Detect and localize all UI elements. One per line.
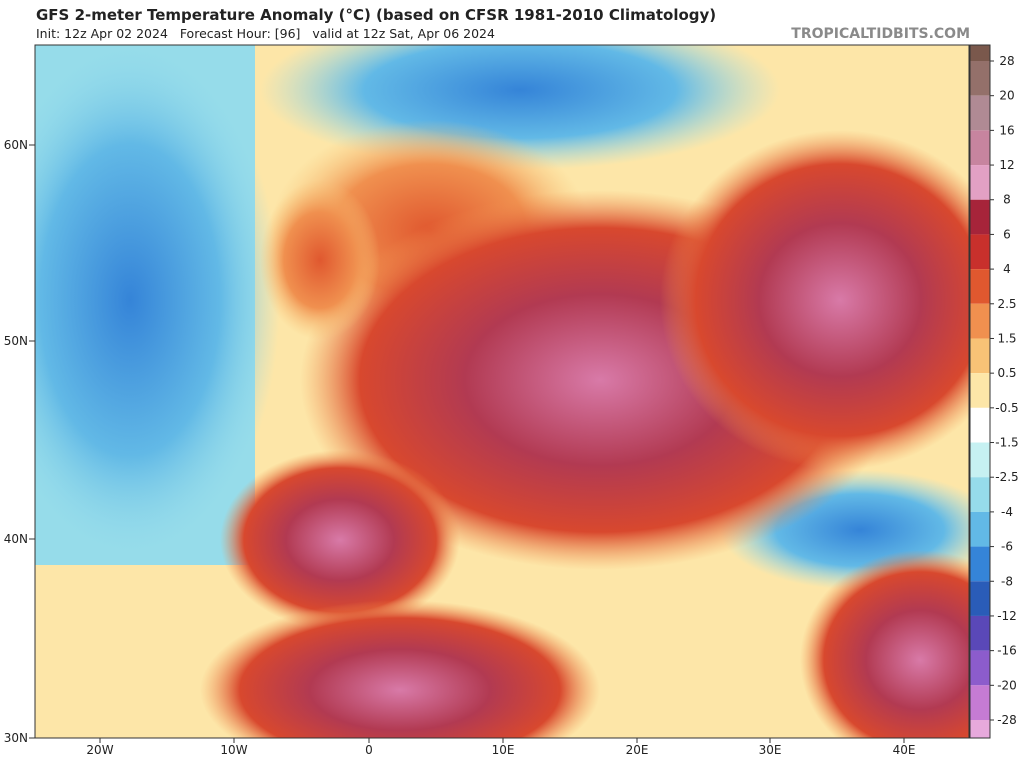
- colorbar-label: 28: [999, 54, 1014, 68]
- colorbar-swatch: [970, 95, 990, 131]
- colorbar-swatch: [970, 130, 990, 166]
- lon-label: 10W: [220, 743, 247, 757]
- colorbar-swatch: [970, 303, 990, 339]
- map-field: [35, 45, 969, 738]
- colorbar-label: -8: [1001, 574, 1013, 588]
- colorbar-swatch: [970, 45, 990, 61]
- colorbar-swatch: [970, 338, 990, 374]
- colorbar-label: -2.5: [995, 470, 1018, 484]
- lon-label: 20E: [626, 743, 649, 757]
- colorbar-label: 2.5: [997, 297, 1016, 311]
- colorbar: 28 20 16 12 8 6 4 2.5 1.5 0.5 -0.5 -1.5 -2.5 -4 -6 -8 -1…: [969, 44, 1019, 739]
- colorbar-swatch: [970, 720, 990, 738]
- colorbar-swatch: [970, 199, 990, 235]
- colorbar-swatch: [970, 442, 990, 478]
- lon-label: 20W: [86, 743, 113, 757]
- colorbar-label: 16: [999, 123, 1014, 137]
- colorbar-swatch: [970, 477, 990, 512]
- colorbar-swatch: [970, 407, 990, 443]
- lat-label: 60N: [4, 138, 28, 152]
- colorbar-label: 12: [999, 158, 1014, 172]
- north-africa-warm: [200, 600, 600, 738]
- credit: TROPICALTIDBITS.COM: [791, 26, 970, 42]
- atlantic-cold: [35, 45, 280, 560]
- map-frame: [34, 44, 970, 739]
- colorbar-label: 1.5: [997, 331, 1016, 345]
- colorbar-swatch: [970, 546, 990, 582]
- lon-label: 30E: [759, 743, 782, 757]
- colorbar-label: -20: [997, 678, 1017, 692]
- colorbar-label: 6: [1003, 227, 1011, 241]
- colorbar-label: -1.5: [995, 436, 1018, 450]
- britain-warm: [260, 180, 380, 340]
- colorbar-label: -28: [997, 713, 1017, 727]
- lat-label: 30N: [4, 731, 28, 745]
- colorbar-label: -16: [997, 644, 1017, 658]
- colorbar-label: 0.5: [997, 366, 1016, 380]
- colorbar-label: -0.5: [995, 401, 1018, 415]
- colorbar-swatch: [970, 615, 990, 651]
- east-europe-warm: [660, 130, 969, 470]
- colorbar-swatch: [970, 269, 990, 304]
- colorbar-label: -4: [1001, 505, 1013, 519]
- colorbar-swatch: [970, 685, 990, 720]
- colorbar-label: 20: [999, 89, 1014, 103]
- colorbar-swatch: [970, 373, 990, 408]
- colorbar-swatch: [970, 511, 990, 547]
- colorbar-label: 8: [1003, 193, 1011, 207]
- lat-label: 50N: [4, 334, 28, 348]
- colorbar-frame: [969, 44, 991, 739]
- colorbar-swatch: [970, 650, 990, 686]
- lat-label: 40N: [4, 532, 28, 546]
- colorbar-label: -12: [997, 609, 1017, 623]
- subtitle: Init: 12z Apr 02 2024 Forecast Hour: [96…: [36, 26, 495, 41]
- colorbar-swatch: [970, 234, 990, 270]
- colorbar-swatch: [970, 61, 990, 96]
- middle-east-warm: [800, 550, 969, 738]
- colorbar-swatch: [970, 165, 990, 200]
- colorbar-label: -6: [1001, 540, 1013, 554]
- iberia-warm: [220, 450, 460, 630]
- colorbar-swatch: [970, 581, 990, 616]
- title: GFS 2-meter Temperature Anomaly (°C) (ba…: [36, 6, 716, 24]
- lon-label: 10E: [492, 743, 515, 757]
- lon-label: 40E: [893, 743, 916, 757]
- lon-label: 0: [365, 743, 373, 757]
- colorbar-label: 4: [1003, 262, 1011, 276]
